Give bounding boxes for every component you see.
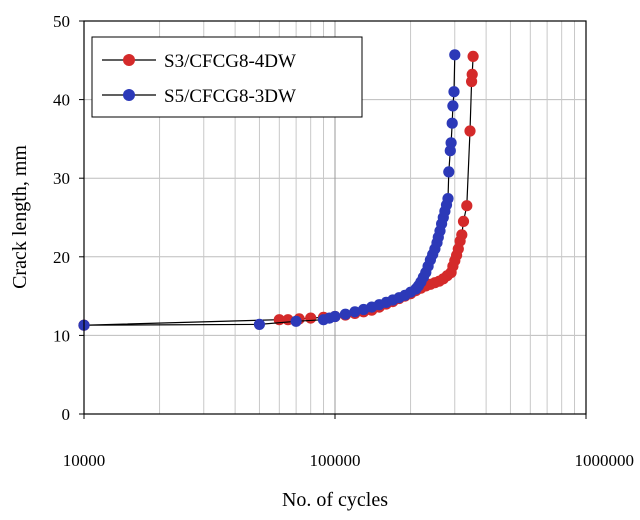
y-tick-label: 0 — [62, 405, 71, 424]
y-tick-label: 50 — [53, 12, 70, 31]
legend-label: S3/CFCG8-4DW — [164, 51, 296, 72]
x-tick-label: 100000 — [310, 451, 361, 470]
data-point — [349, 306, 361, 318]
y-tick-label: 10 — [53, 326, 70, 345]
y-axis-title: Crack length, mm — [9, 145, 31, 289]
data-point — [456, 229, 468, 241]
data-point — [457, 215, 470, 227]
data-point — [339, 308, 351, 320]
data-point — [445, 137, 457, 149]
legend-box — [91, 36, 363, 118]
data-point — [253, 318, 265, 330]
legend-marker — [123, 89, 135, 101]
data-point — [467, 50, 479, 63]
data-point — [329, 310, 341, 323]
data-point — [290, 315, 302, 327]
legend: S3/CFCG8-4DW S5/CFCG8-3DW — [91, 36, 363, 118]
legend-marker — [123, 54, 135, 66]
data-point — [442, 193, 454, 205]
x-tick-label: 1000000 — [575, 451, 635, 470]
data-point — [448, 86, 460, 98]
x-tick-label: 10000 — [63, 451, 106, 470]
data-point — [305, 312, 317, 324]
series-2 — [78, 49, 461, 331]
x-axis-title: No. of cycles — [282, 489, 388, 511]
y-tick-label: 40 — [53, 91, 70, 110]
data-point — [461, 200, 473, 212]
legend-label: S5/CFCG8-3DW — [164, 86, 296, 107]
tick-layer: 0 10 20 30 40 50 10000 100000 1000000 — [53, 12, 634, 470]
y-tick-label: 20 — [53, 248, 70, 267]
data-point — [464, 125, 476, 137]
y-tick-label: 30 — [53, 169, 70, 188]
data-point — [443, 166, 455, 178]
data-point — [446, 117, 458, 129]
series-layer — [78, 49, 479, 331]
data-point — [466, 68, 478, 80]
data-point — [449, 49, 461, 61]
data-point — [447, 100, 459, 112]
